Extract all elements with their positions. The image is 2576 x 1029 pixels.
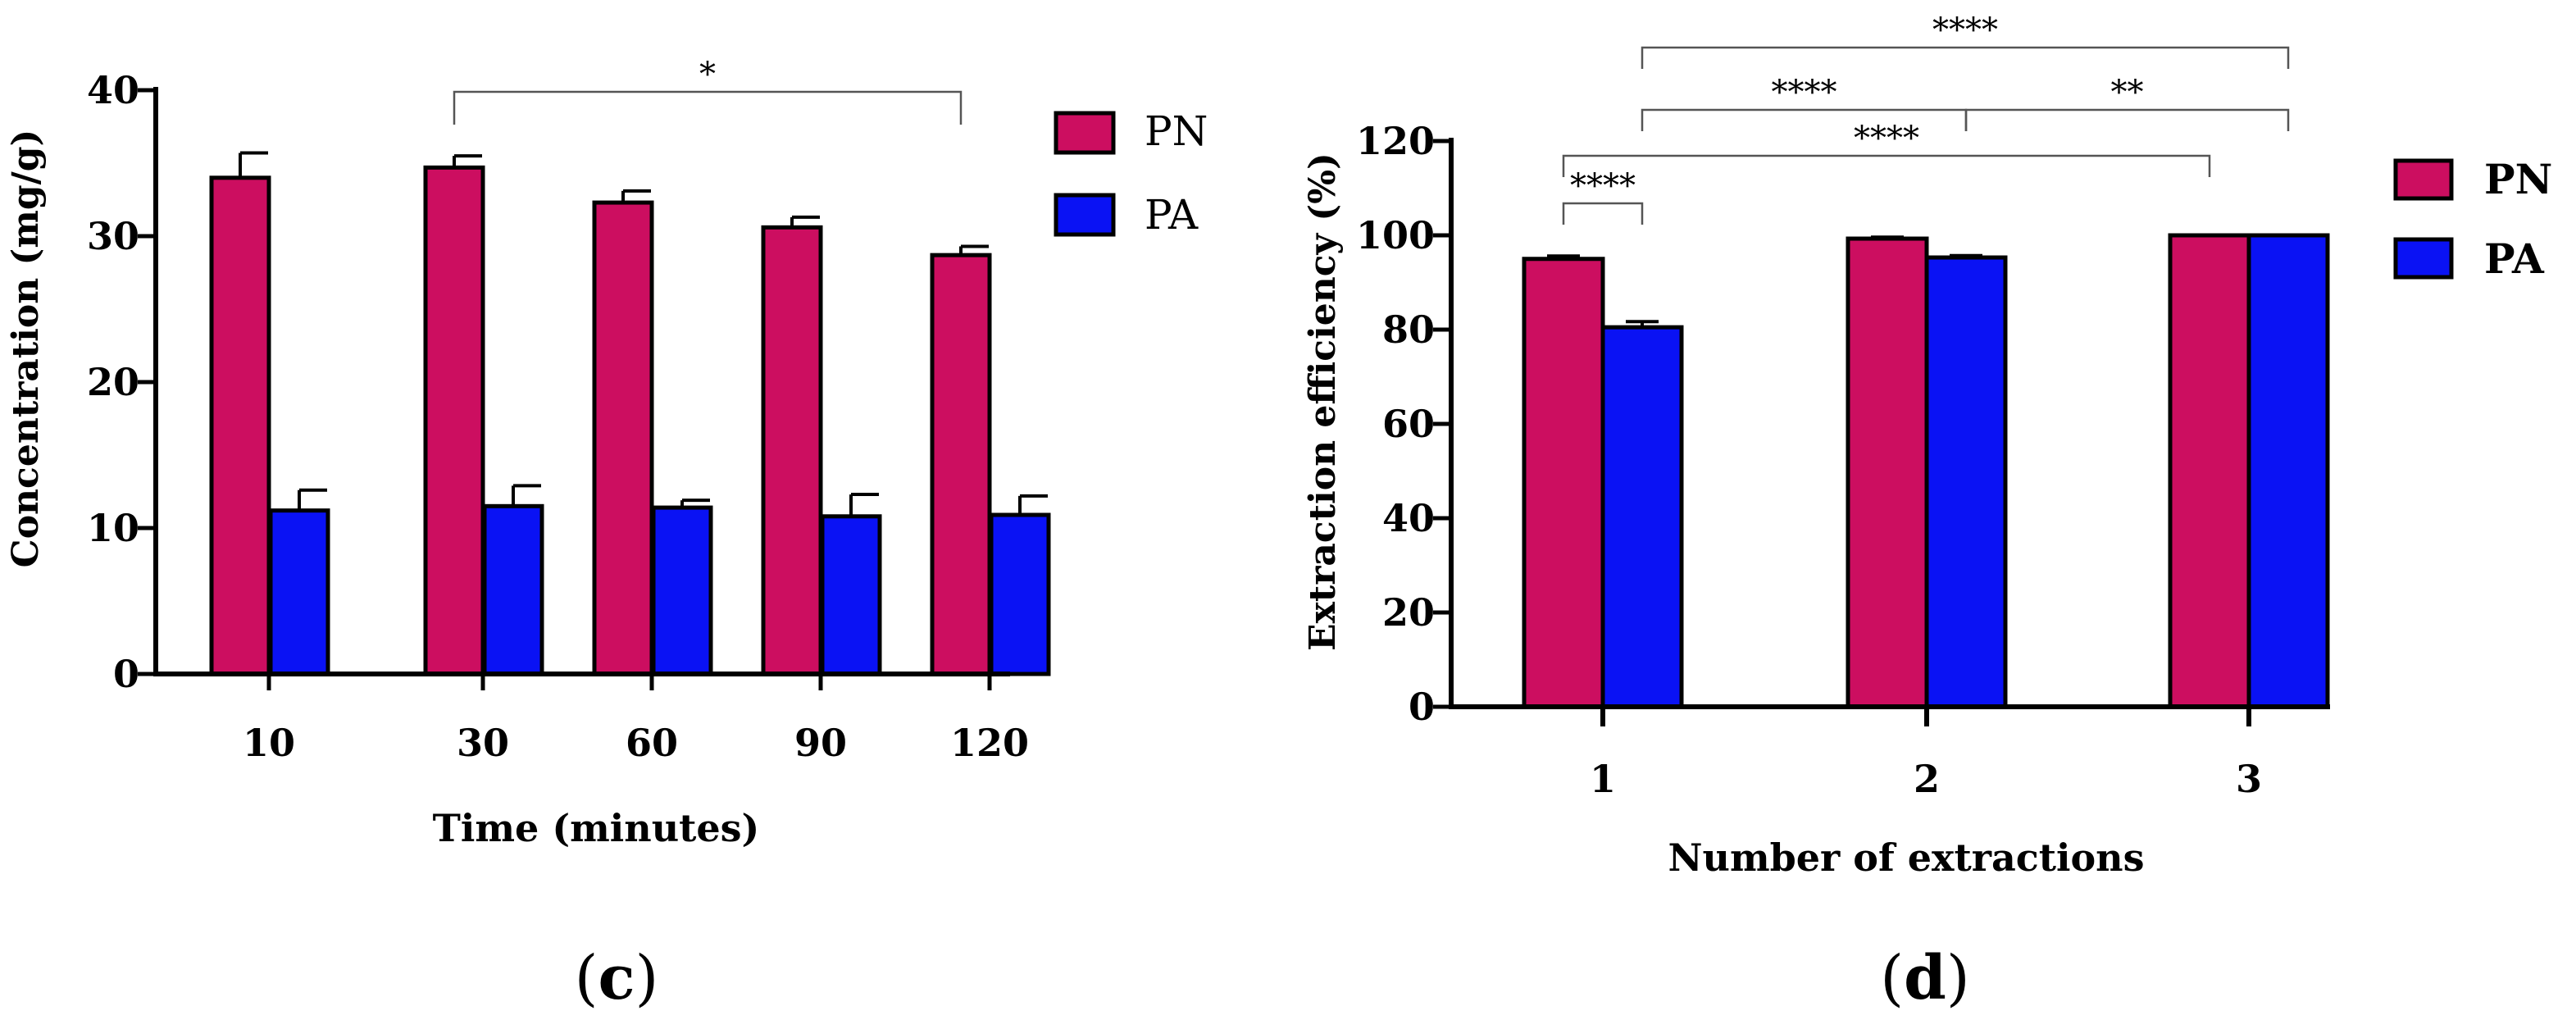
xtick-label-c-10: 10 xyxy=(243,721,295,765)
ytick-label-d-120: 120 xyxy=(1356,119,1435,163)
legend-pn-swatch-d xyxy=(2393,158,2454,201)
panel-d-ylabel: Extraction efficiency (%) xyxy=(1302,153,1344,651)
bar-c-pn-90 xyxy=(761,225,823,676)
panel-c-significance: * xyxy=(453,56,963,125)
ytick-label-d-60: 60 xyxy=(1382,402,1435,446)
ytick-label-d-80: 80 xyxy=(1382,307,1435,352)
panel-c-ylabel: Concentration (mg/g) xyxy=(5,130,47,568)
bar-d-pa-2 xyxy=(1924,255,2008,709)
significance-bracket-d-3 xyxy=(1964,108,2290,131)
ytick-label-d-20: 20 xyxy=(1382,590,1435,635)
legend-pa-label-d: PA xyxy=(2484,234,2545,283)
ytick-label-c-20: 20 xyxy=(87,360,139,404)
bar-c-pa-30 xyxy=(482,503,544,676)
legend-pa-swatch-c xyxy=(1054,193,1116,237)
xtick-label-c-30: 30 xyxy=(457,721,509,765)
panel-d-tick-labels: 1 2 3 0 20 40 60 80 100 120 xyxy=(1356,119,2262,801)
significance-label-d-3: ** xyxy=(2111,74,2144,112)
bar-c-pa-10 xyxy=(268,508,330,676)
panel-d-xlabel: Number of extractions xyxy=(1668,835,2144,880)
significance-label-d-4: **** xyxy=(1932,11,1998,49)
legend-pn-label-d: PN xyxy=(2484,155,2552,203)
ytick-label-d-0: 0 xyxy=(1409,685,1435,729)
panel-d-bars xyxy=(1522,233,2330,709)
xtick-label-c-60: 60 xyxy=(626,721,678,765)
bar-d-pa-1 xyxy=(1600,325,1684,709)
legend-pa-swatch-d xyxy=(2393,237,2454,280)
bar-c-pa-60 xyxy=(651,505,713,676)
bar-d-pn-1 xyxy=(1522,257,1605,709)
xtick-label-c-120: 120 xyxy=(950,721,1029,765)
ytick-label-d-40: 40 xyxy=(1382,496,1435,540)
bar-c-pn-30 xyxy=(423,165,485,676)
significance-bracket-c-0 xyxy=(453,90,963,125)
xtick-label-d-3: 3 xyxy=(2236,757,2262,801)
significance-bracket-d-0 xyxy=(1562,202,1644,225)
legend-pa-label-c: PA xyxy=(1145,191,1199,239)
bar-d-pn-2 xyxy=(1846,236,1929,709)
ytick-label-c-40: 40 xyxy=(87,68,139,112)
xtick-label-c-90: 90 xyxy=(794,721,847,765)
xtick-label-d-1: 1 xyxy=(1590,757,1616,801)
bar-d-pn-3 xyxy=(2168,233,2251,709)
ytick-label-c-30: 30 xyxy=(87,214,139,258)
panel-d-label: (d) xyxy=(1880,943,1970,1013)
xtick-label-d-2: 2 xyxy=(1914,757,1940,801)
legend-pn-label-c: PN xyxy=(1145,107,1208,155)
panel-c-axes xyxy=(138,87,1010,690)
ytick-label-c-0: 0 xyxy=(113,652,139,696)
bar-d-pa-3 xyxy=(2246,233,2330,709)
significance-bracket-d-1 xyxy=(1562,154,2211,177)
panel-c-xlabel: Time (minutes) xyxy=(433,806,760,850)
bar-c-pn-10 xyxy=(209,175,271,676)
panel-d-significance: ************ ****** xyxy=(1562,11,2290,225)
bar-c-pa-120 xyxy=(989,512,1051,676)
bar-c-pa-90 xyxy=(820,514,882,676)
bar-c-pn-120 xyxy=(930,253,992,676)
panel-c-label: (c) xyxy=(575,943,659,1013)
panel-d-axes xyxy=(1433,138,2330,726)
significance-label-c-0: * xyxy=(699,56,716,93)
significance-label-d-1: **** xyxy=(1854,120,1919,157)
ytick-label-c-10: 10 xyxy=(87,506,139,550)
ytick-label-d-100: 100 xyxy=(1356,213,1435,257)
significance-label-d-2: **** xyxy=(1772,74,1837,112)
significance-bracket-d-4 xyxy=(1641,46,2290,69)
panel-c-tick-labels: 10 30 60 90 120 0 10 20 30 40 xyxy=(87,68,1029,765)
panel-c: 10 30 60 90 120 0 10 20 30 40 * Concentration (mg… xyxy=(5,56,1208,1013)
legend-pn-swatch-c xyxy=(1054,111,1116,155)
significance-label-d-0: **** xyxy=(1570,167,1636,205)
bar-c-pn-60 xyxy=(592,200,654,676)
panel-c-bars xyxy=(209,151,1051,676)
